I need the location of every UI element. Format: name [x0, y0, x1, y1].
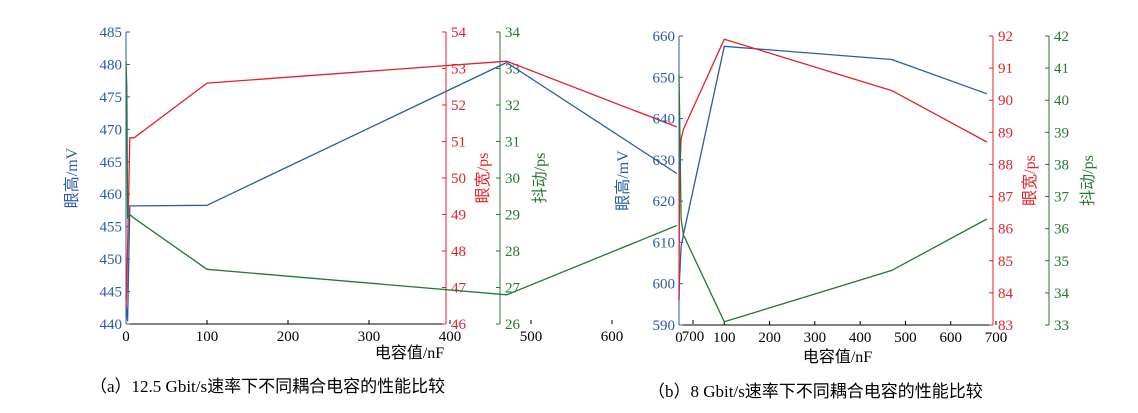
y-tick-label: 480 [100, 57, 123, 73]
y-tick-label: 35 [1054, 254, 1069, 270]
x-tick-label: 100 [713, 330, 736, 346]
x-tick-label: 700 [985, 330, 1008, 346]
x-tick-label: 200 [758, 330, 781, 346]
y-tick-label: 49 [451, 208, 466, 224]
y-tick-label: 50 [451, 171, 466, 187]
x-axis-label: 电容值/nF [803, 348, 872, 366]
y-tick-label: 92 [998, 29, 1013, 45]
y-tick-label: 41 [1054, 61, 1069, 77]
y-tick-label: 39 [1054, 125, 1069, 141]
y-tick-label: 52 [451, 98, 466, 114]
y-tick-label: 450 [100, 252, 123, 268]
y-axis-label-2: 抖动/ps [531, 153, 549, 204]
y-tick-label: 475 [100, 90, 123, 106]
y-tick-label: 610 [653, 235, 676, 251]
y-tick-label: 46 [451, 317, 467, 333]
y-tick-label: 455 [100, 220, 123, 236]
y-tick-label: 36 [1054, 222, 1070, 238]
x-tick-label: 500 [894, 330, 917, 346]
y-axis-label-0: 眼高/mV [614, 150, 632, 211]
series-line-blue [678, 45, 988, 301]
y-axis-label-1: 眼宽/ps [1021, 155, 1039, 206]
y-tick-label: 86 [998, 222, 1014, 238]
x-tick-label: 100 [196, 329, 219, 345]
y-tick-label: 51 [451, 135, 466, 151]
x-tick-label: 300 [804, 330, 827, 346]
y-tick-label: 33 [1054, 318, 1069, 334]
y-tick-label: 47 [451, 281, 467, 297]
x-tick-label: 700 [682, 329, 705, 345]
y-tick-label: 88 [998, 157, 1013, 173]
y-tick-label: 28 [505, 244, 520, 260]
y-tick-label: 40 [1054, 93, 1069, 109]
series-line-red [678, 38, 988, 300]
x-tick-label: 600 [601, 329, 624, 345]
y-tick-label: 90 [998, 93, 1013, 109]
y-tick-label: 87 [998, 190, 1014, 206]
y-tick-label: 640 [653, 112, 676, 128]
x-tick-label: 500 [520, 329, 543, 345]
y-tick-label: 42 [1054, 29, 1069, 45]
y-tick-label: 620 [653, 194, 676, 210]
y-tick-label: 460 [100, 187, 123, 203]
y-tick-label: 26 [505, 317, 521, 333]
y-tick-label: 89 [998, 125, 1013, 141]
y-tick-label: 91 [998, 61, 1013, 77]
y-tick-label: 445 [100, 285, 123, 301]
y-axis-label-1: 眼宽/ps [474, 153, 492, 204]
y-tick-label: 485 [100, 25, 123, 41]
y-tick-label: 27 [505, 281, 521, 297]
x-axis-label: 电容值/nF [375, 344, 444, 362]
y-tick-label: 30 [505, 171, 520, 187]
chart-b: 0 100 200 300 400 500 600 700 电容值/nF 590 600 610 620… [614, 29, 1097, 366]
y-tick-label: 34 [1054, 286, 1070, 302]
y-tick-label: 590 [653, 318, 676, 334]
x-tick-label: 600 [939, 330, 962, 346]
chart-a: 0 100 200 300 400 500 600 700电容值/nF440445450455… [63, 25, 704, 362]
x-tick-label: 400 [849, 330, 872, 346]
series-line-green [125, 61, 678, 296]
y-tick-label: 37 [1054, 190, 1070, 206]
series-line-red [125, 60, 678, 306]
y-tick-label: 83 [998, 318, 1013, 334]
caption-b: （b）8 Gbit/s速率下不同耦合电容的性能比较 [648, 382, 983, 401]
y-tick-label: 31 [505, 135, 520, 151]
series-line-blue [125, 61, 678, 322]
y-tick-label: 630 [653, 153, 676, 169]
y-tick-label: 85 [998, 254, 1013, 270]
y-tick-label: 650 [653, 70, 676, 86]
y-tick-label: 660 [653, 29, 676, 45]
x-tick-label: 0 [675, 330, 683, 346]
y-tick-label: 440 [100, 317, 123, 333]
x-tick-label: 0 [122, 329, 130, 345]
y-tick-label: 84 [998, 286, 1014, 302]
y-axis-label-0: 眼高/mV [63, 147, 81, 208]
caption-a: （a）12.5 Gbit/s速率下不同耦合电容的性能比较 [90, 377, 446, 396]
y-tick-label: 54 [451, 25, 467, 41]
x-tick-label: 400 [439, 329, 462, 345]
y-tick-label: 32 [505, 98, 520, 114]
y-tick-label: 470 [100, 122, 123, 138]
y-tick-label: 29 [505, 208, 520, 224]
x-tick-label: 200 [277, 329, 300, 345]
y-tick-label: 465 [100, 155, 123, 171]
y-tick-label: 600 [653, 277, 676, 293]
series-line-green [678, 74, 988, 323]
x-tick-label: 300 [358, 329, 381, 345]
y-tick-label: 34 [505, 25, 521, 41]
y-axis-label-2: 抖动/ps [1079, 155, 1097, 206]
y-tick-label: 38 [1054, 157, 1069, 173]
y-tick-label: 48 [451, 244, 466, 260]
